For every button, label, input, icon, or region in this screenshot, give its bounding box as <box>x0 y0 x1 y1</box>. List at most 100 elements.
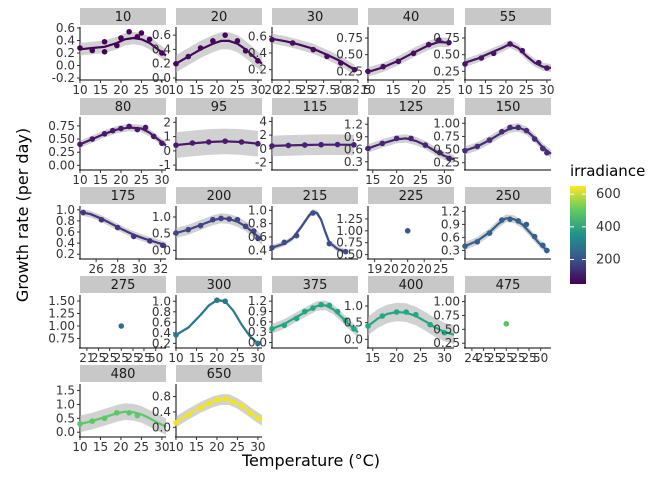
x-tick-label: 30 <box>131 262 146 276</box>
x-tick-label: 30 <box>437 173 452 187</box>
x-tick-label: 20 <box>113 440 128 454</box>
y-tick-label: 0.8 <box>152 390 171 404</box>
y-tick-label: 0.3 <box>248 325 267 339</box>
legend-tick-label: 400 <box>596 220 621 235</box>
facet-panel-40: 40 0.75 0.50 0.25 10 15 20 25 <box>336 8 454 97</box>
fit-line <box>175 39 263 65</box>
facet-strip-label: 480 <box>111 367 136 382</box>
y-tick-label: 0.4 <box>56 34 75 48</box>
y-tick-label: 0.5 <box>152 227 171 241</box>
y-tick-label: 1.00 <box>433 116 460 130</box>
data-point <box>138 30 145 36</box>
confidence-ribbon <box>176 32 262 73</box>
y-tick-label: 2 <box>259 128 267 142</box>
x-tick-label: 25 <box>413 173 428 187</box>
facet-strip-label: 475 <box>496 278 521 293</box>
y-tick-label: 0.3 <box>441 243 460 257</box>
x-tick-label: 25 <box>433 262 448 276</box>
y-tick-label: 0.50 <box>336 48 363 62</box>
y-tick-label: 0.6 <box>248 230 267 244</box>
facet-strip-label: 215 <box>303 189 328 204</box>
x-tick-label: 21 <box>79 351 94 365</box>
y-tick-label: 1.50 <box>48 294 75 308</box>
facet-strip <box>465 98 551 115</box>
legend: irradiance 600 400 200 <box>570 162 645 284</box>
facet-strip <box>272 187 358 204</box>
x-tick-label: 10 <box>72 83 87 97</box>
confidence-ribbon <box>176 394 262 428</box>
y-tick-label: 4 <box>259 114 267 128</box>
facet-strip <box>176 98 262 115</box>
y-tick-label: 1.0 <box>248 203 267 217</box>
x-tick-label: 50 <box>148 351 163 365</box>
confidence-ribbon <box>176 298 258 345</box>
facet-panel-215: 215 1.00.80.60.4 <box>248 187 358 260</box>
y-tick-label: 1.0 <box>344 299 363 313</box>
x-tick-label: 20 <box>389 173 404 187</box>
facet-panel-20: 200.60.40.20.010 15 20 25 30 <box>152 8 266 97</box>
data-point <box>126 28 132 35</box>
fit-line <box>464 42 552 70</box>
x-tick-label: 20 <box>384 262 399 276</box>
y-tick-label: 0.5 <box>344 316 363 330</box>
y-tick-label: 0.4 <box>56 236 75 250</box>
fit-line <box>79 126 167 147</box>
x-tick-label: 20 <box>498 83 513 97</box>
facet-strip <box>80 365 166 382</box>
data-point <box>351 142 357 148</box>
facet-strip-label: 250 <box>496 189 521 204</box>
confidence-ribbon <box>176 128 258 158</box>
data-point <box>446 39 452 46</box>
y-tick-label: 1.25 <box>336 212 363 226</box>
x-tick-label: 25 <box>519 83 534 97</box>
x-tick-label: 15 <box>93 173 108 187</box>
y-tick-label: 1.0 <box>56 397 75 411</box>
y-tick-label: 0.8 <box>56 214 75 228</box>
y-tick-label: 0.6 <box>441 230 460 244</box>
x-tick-label: 25 <box>476 351 491 365</box>
fit-line <box>367 137 455 161</box>
facet-strip-label: 10 <box>115 10 132 25</box>
y-tick-label: 1.2 <box>248 294 267 308</box>
facet-panel-10: 100.60.40.20.0-0.210 15 20 25 30 <box>52 8 170 97</box>
facet-strip <box>176 276 262 293</box>
y-tick-label: 0.25 <box>433 64 460 78</box>
legend-ticks: 600 400 200 <box>570 187 621 268</box>
x-tick-label: 25 <box>134 83 149 97</box>
facet-strip <box>368 187 454 204</box>
fit-line <box>79 210 167 247</box>
x-tick-label: 30 <box>154 440 169 454</box>
y-tick-label: 0.6 <box>152 28 171 42</box>
x-tick-label: 10 <box>457 83 472 97</box>
y-tick-label: 0.75 <box>48 119 75 133</box>
y-tick-label: 0.8 <box>152 305 171 319</box>
facet-panel-250: 250 1.20.90.60.3 <box>441 187 551 260</box>
data-point <box>146 36 153 43</box>
x-tick-label: 50 <box>533 351 548 365</box>
facet-strip <box>176 365 262 382</box>
y-tick-label: 1.2 <box>344 117 363 131</box>
x-tick-label: 25 <box>487 351 502 365</box>
x-tick-label: 32 <box>153 262 168 276</box>
data-point <box>118 323 125 329</box>
x-tick-label: 15 <box>386 83 401 97</box>
y-tick-label: 0.75 <box>48 332 75 346</box>
y-tick-label: 0.2 <box>56 46 75 60</box>
x-tick-label: 20 <box>400 262 415 276</box>
x-tick-label: 25 <box>134 173 149 187</box>
facet-strip-label: 125 <box>399 100 424 115</box>
y-tick-label: 0.50 <box>48 132 75 146</box>
confidence-ribbon <box>176 213 262 245</box>
facet-strip-label: 400 <box>399 278 424 293</box>
x-tick-label: 25 <box>230 440 245 454</box>
y-tick-label: 0.25 <box>336 64 363 78</box>
x-tick-label: 20 <box>417 262 432 276</box>
facet-strip-label: 55 <box>500 10 517 25</box>
x-tick-label: 10 <box>72 173 87 187</box>
x-tick-label: 10 <box>168 351 183 365</box>
x-tick-label: 15 <box>365 173 380 187</box>
y-tick-label: -1 <box>159 158 171 172</box>
facet-panel-375: 375 1.20.90.60.30.0 <box>248 276 359 350</box>
